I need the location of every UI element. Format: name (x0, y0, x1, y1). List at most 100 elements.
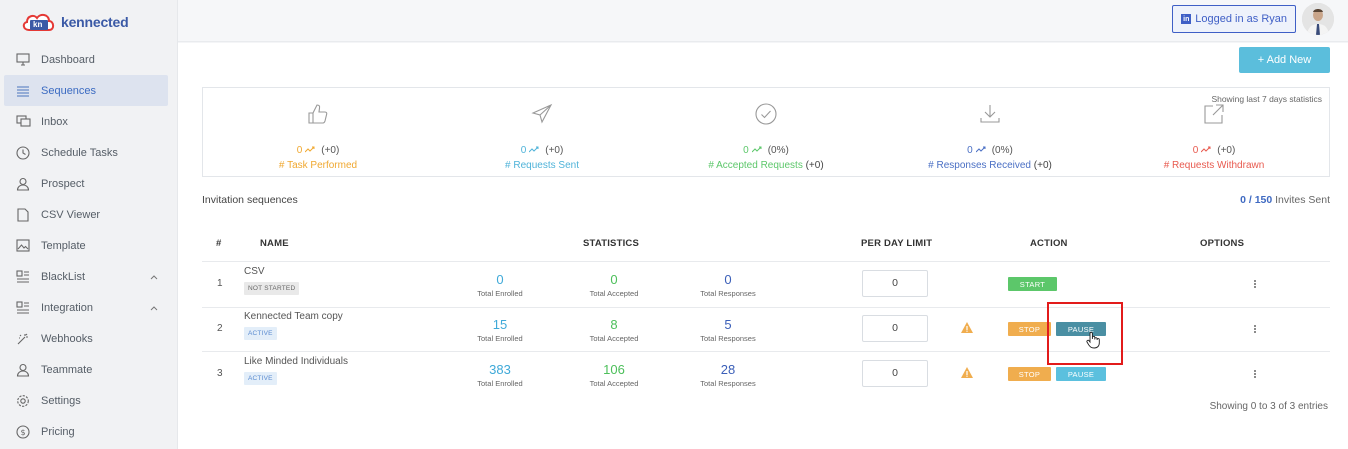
stat-delta: (+0) (321, 145, 340, 156)
chevron-up-icon[interactable] (150, 302, 158, 314)
metric-label: Total Accepted (589, 289, 639, 298)
stat-value: 0 (743, 145, 749, 156)
sidebar-item-template[interactable]: Template (0, 230, 178, 261)
status-badge: ACTIVE (244, 372, 277, 385)
metric-value: 0 (724, 272, 732, 287)
statistics-panel: Showing last 7 days statistics 0 (+0) # T… (202, 87, 1330, 177)
thumbs-up-icon (306, 102, 330, 126)
sparkle-icon (14, 330, 32, 348)
sidebar-item-label: Integration (41, 301, 93, 314)
stat-label: # Accepted Requests (708, 160, 803, 171)
metric-responses: 0 Total Responses (683, 272, 773, 299)
brand-logo[interactable]: kn kennected (0, 0, 177, 44)
column-header-name[interactable]: NAME (260, 238, 289, 249)
metric-label: Total Responses (700, 289, 756, 298)
sidebar-item-csv-viewer[interactable]: CSV Viewer (0, 199, 178, 230)
monitor-icon (14, 51, 32, 69)
column-header-action: ACTION (1030, 238, 1068, 249)
pause-button[interactable]: PAUSE (1056, 322, 1106, 336)
sidebar-item-dashboard[interactable]: Dashboard (0, 44, 178, 75)
column-header-options: OPTIONS (1200, 238, 1245, 249)
sidebar-item-inbox[interactable]: Inbox (0, 106, 178, 137)
clock-icon (14, 144, 32, 162)
sidebar-item-sequences[interactable]: Sequences (4, 75, 168, 106)
start-button[interactable]: START (1008, 277, 1057, 291)
row-number: 1 (217, 278, 223, 289)
metric-label: Total Responses (700, 379, 756, 388)
warning-icon (961, 322, 973, 333)
per-day-limit-input[interactable]: 0 (862, 270, 928, 297)
add-new-button[interactable]: + Add New (1239, 47, 1330, 73)
metric-value: 15 (492, 317, 508, 332)
file-icon (14, 206, 32, 224)
sequence-name[interactable]: Kennected Team copy (244, 311, 343, 322)
paper-plane-icon (530, 102, 554, 126)
metric-label: Total Enrolled (477, 379, 523, 388)
options-menu-icon[interactable] (1253, 324, 1257, 334)
sidebar-item-label: Template (41, 239, 86, 252)
column-header-num: # (216, 238, 222, 249)
external-link-icon (1202, 102, 1226, 126)
check-circle-icon (754, 102, 778, 126)
invites-total: / 150 (1248, 194, 1273, 206)
sidebar-item-label: Teammate (41, 363, 93, 376)
trend-up-icon (529, 146, 539, 153)
sidebar-item-label: Prospect (41, 177, 85, 190)
sidebar: kn kennected Dashboard Sequences Inbox S… (0, 0, 178, 449)
stat-responses-received: 0 (0%) # Responses Received (+0) (880, 88, 1100, 178)
linkedin-icon: in (1181, 14, 1192, 24)
trend-up-icon (305, 146, 315, 153)
stat-label-suffix: (+0) (802, 160, 824, 171)
column-header-per-day-limit: PER DAY LIMIT (861, 238, 933, 249)
metric-accepted: 106 Total Accepted (569, 363, 659, 389)
stop-button[interactable]: STOP (1008, 367, 1051, 381)
section-title: Invitation sequences (202, 194, 298, 206)
metric-label: Total Accepted (589, 334, 639, 343)
sidebar-item-settings[interactable]: Settings (0, 385, 178, 416)
sequence-name[interactable]: Like Minded Individuals (244, 356, 348, 367)
metric-enrolled: 0 Total Enrolled (455, 272, 545, 299)
options-menu-icon[interactable] (1253, 369, 1257, 379)
stop-button[interactable]: STOP (1008, 322, 1051, 336)
sidebar-item-blacklist[interactable]: BlackList (0, 261, 178, 292)
sidebar-item-pricing[interactable]: $ Pricing (0, 416, 178, 447)
avatar[interactable] (1302, 3, 1334, 35)
row-number: 3 (217, 368, 223, 379)
stat-label-suffix: (+0) (1031, 160, 1052, 171)
metric-value: 0 (496, 272, 504, 287)
status-badge: NOT STARTED (244, 282, 300, 295)
invites-suffix: Invites Sent (1272, 194, 1330, 206)
sidebar-item-label: Sequences (41, 84, 97, 97)
trend-up-icon (751, 146, 762, 153)
sidebar-item-label: Inbox (41, 115, 68, 128)
sequence-name[interactable]: CSV (244, 266, 265, 277)
warning-icon (961, 367, 973, 378)
chevron-up-icon[interactable] (150, 271, 158, 283)
sidebar-item-integration[interactable]: Integration (0, 292, 178, 323)
status-badge: ACTIVE (244, 327, 277, 340)
sidebar-item-webhooks[interactable]: Webhooks (0, 323, 178, 354)
stat-delta: (+0) (545, 145, 564, 156)
options-menu-icon[interactable] (1253, 279, 1257, 289)
top-bar: in Logged in as Ryan (178, 0, 1348, 42)
svg-text:$: $ (20, 428, 25, 437)
stat-value: 0 (296, 145, 303, 156)
sidebar-item-prospect[interactable]: Prospect (0, 168, 178, 199)
stat-accepted-requests: 0 (0%) # Accepted Requests (+0) (656, 88, 876, 178)
sidebar-nav: Dashboard Sequences Inbox Schedule Tasks… (0, 44, 178, 447)
stat-label: # Requests Withdrawn (1163, 160, 1265, 171)
per-day-limit-input[interactable]: 0 (862, 315, 928, 342)
brand-mark: kn (33, 20, 43, 29)
logged-in-button[interactable]: in Logged in as Ryan (1172, 5, 1296, 33)
table-divider (202, 261, 1330, 262)
stat-delta: (+0) (1217, 145, 1236, 156)
per-day-limit-input[interactable]: 0 (862, 360, 928, 387)
sidebar-item-teammate[interactable]: Teammate (0, 354, 178, 385)
table-divider (202, 351, 1330, 352)
sidebar-item-label: CSV Viewer (41, 208, 101, 221)
sidebar-item-schedule-tasks[interactable]: Schedule Tasks (0, 137, 178, 168)
metric-value: 383 (489, 362, 511, 377)
pause-button[interactable]: PAUSE (1056, 367, 1106, 381)
trend-up-icon (1201, 146, 1211, 153)
sidebar-item-label: BlackList (41, 270, 86, 283)
